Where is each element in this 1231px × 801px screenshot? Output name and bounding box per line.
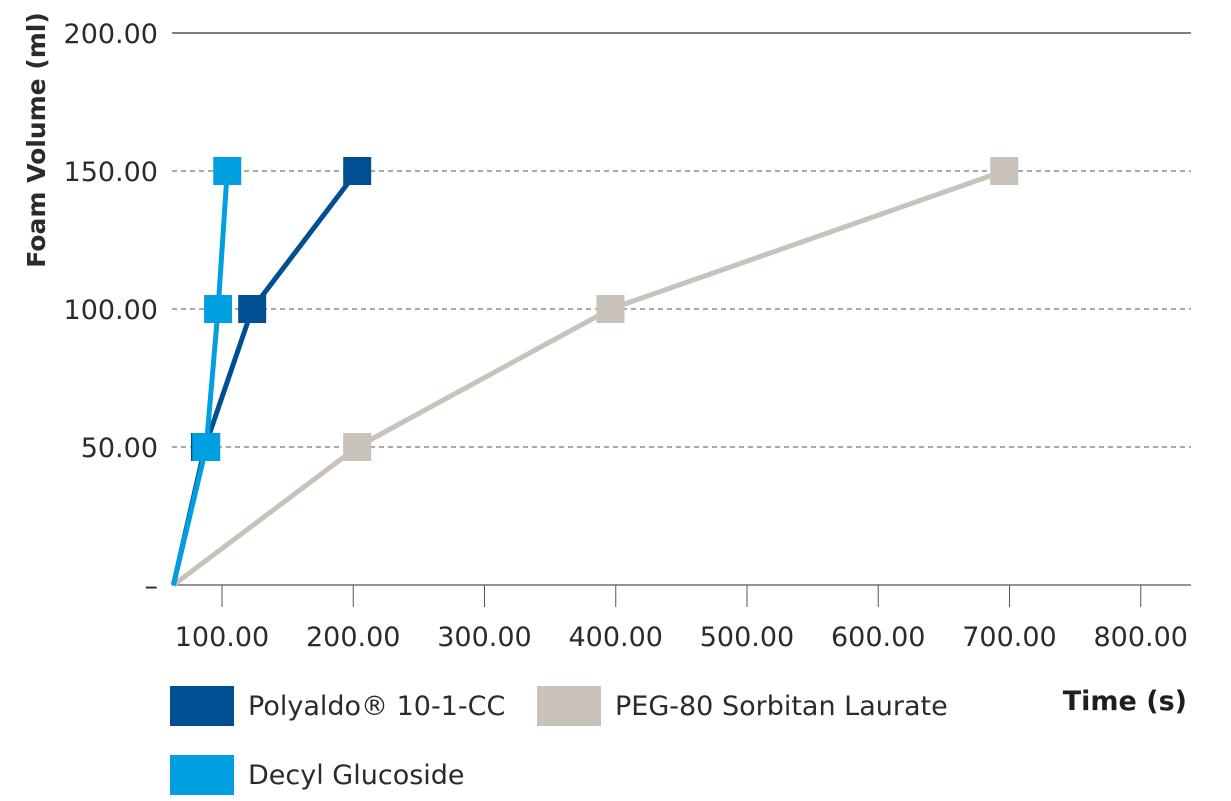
series-line-peg80 [171,168,1006,587]
series-line-polyaldo [171,169,360,586]
legend-swatch-decyl [170,755,234,795]
legend-item-peg80: PEG-80 Sorbitan Laurate [537,686,948,726]
x-tick-label: 200.00 [306,622,400,653]
legend-label-polyaldo: Polyaldo® 10-1-CC [248,690,506,722]
y-tick-label: – [145,571,159,602]
data-point-polyaldo [238,295,267,323]
data-point-peg80 [343,433,372,461]
x-axis-label: Time (s) [1062,686,1187,717]
legend-item-decyl: Decyl Glucoside [170,755,465,795]
data-point-polyaldo [343,157,372,185]
data-point-peg80 [596,295,625,323]
data-point-decyl [204,295,233,323]
legend-label-decyl: Decyl Glucoside [248,759,465,791]
data-point-decyl [192,433,221,461]
x-tick-label: 500.00 [700,622,794,653]
x-tick-label: 300.00 [437,622,531,653]
legend-item-polyaldo: Polyaldo® 10-1-CC [170,686,505,726]
y-tick-label: 50.00 [81,433,158,464]
x-tick-label: 700.00 [962,622,1056,653]
y-tick-label: 200.00 [64,19,158,50]
x-tick-label: 800.00 [1094,622,1188,653]
data-point-peg80 [990,157,1019,185]
legend-swatch-polyaldo [170,686,234,726]
data-point-decyl [213,157,242,185]
legend-label-peg80: PEG-80 Sorbitan Laurate [615,690,948,722]
series-line-decyl [171,170,230,586]
x-tick-label: 100.00 [175,622,269,653]
x-tick-label: 600.00 [831,622,925,653]
legend-swatch-peg80 [537,686,601,726]
y-tick-label: 150.00 [64,157,158,188]
x-tick-label: 400.00 [569,622,663,653]
y-axis-label: Foam Volume (ml) [22,12,51,268]
y-tick-label: 100.00 [64,295,158,326]
